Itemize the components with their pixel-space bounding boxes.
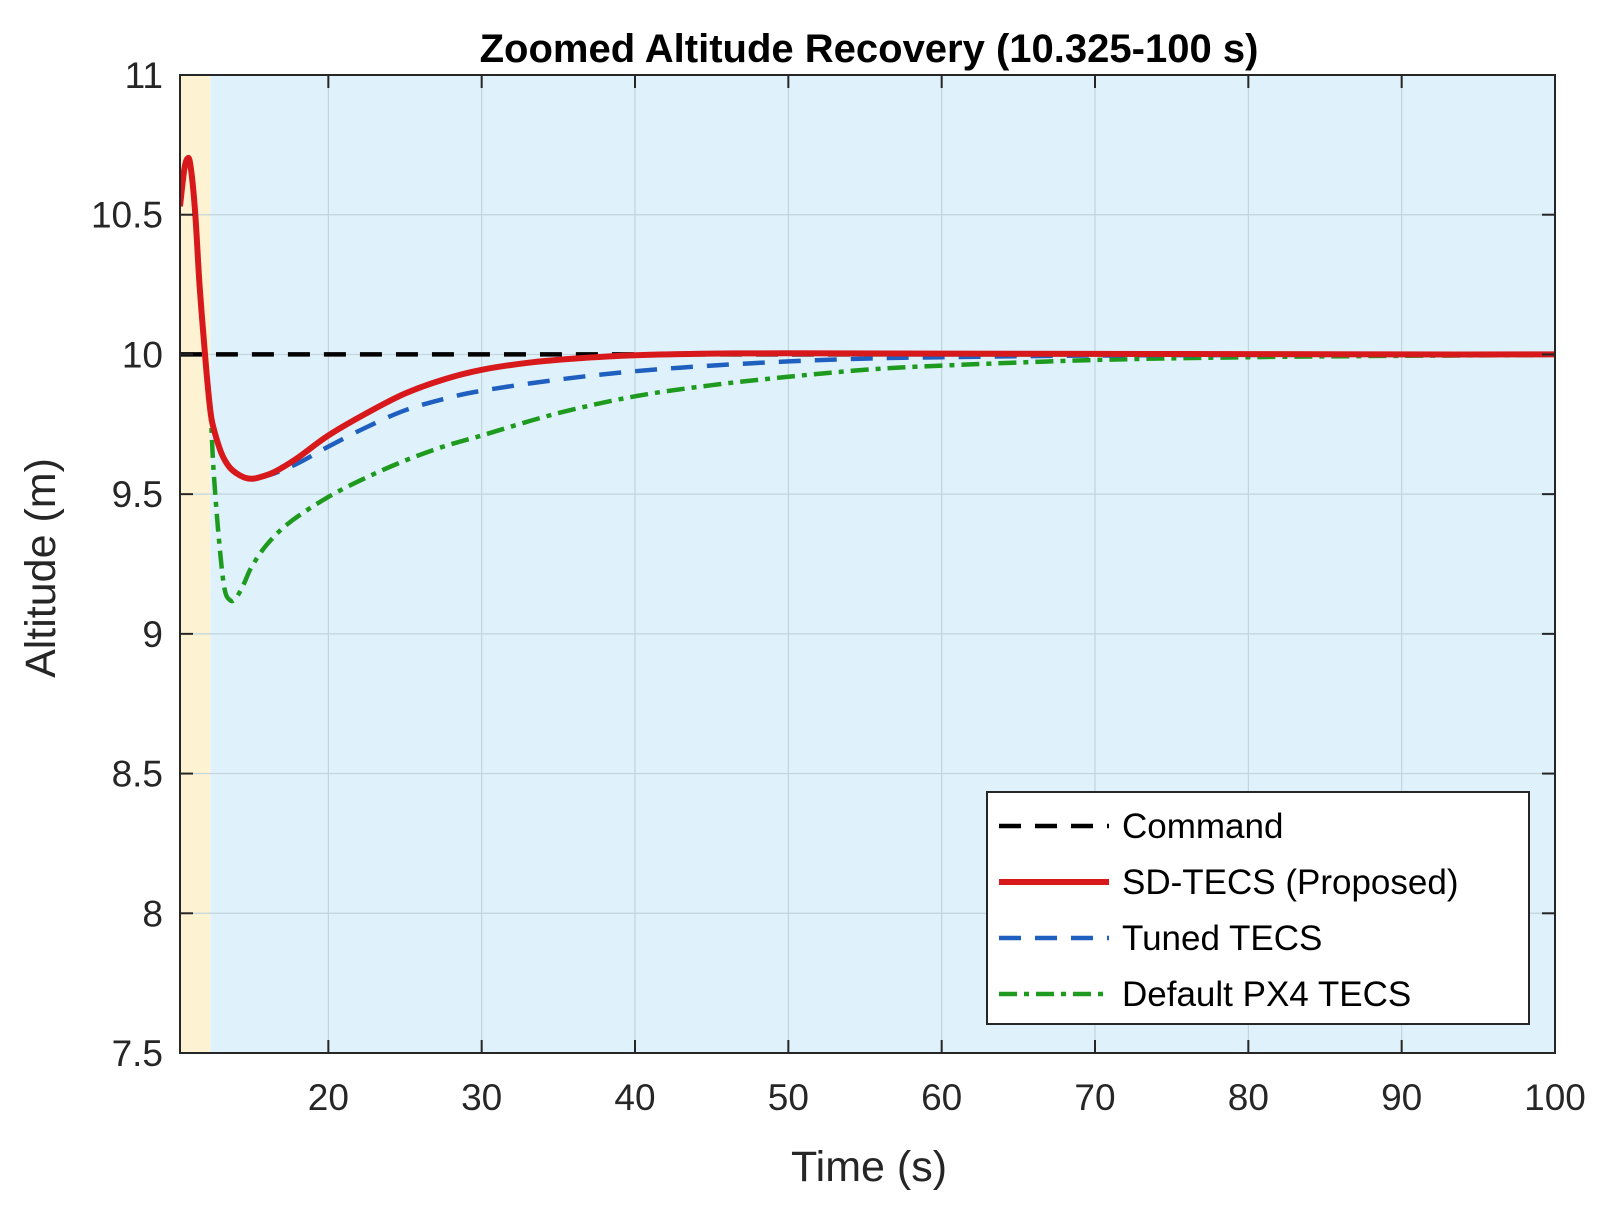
- y-tick-label: 10: [122, 334, 163, 375]
- x-tick-label: 50: [768, 1077, 809, 1118]
- x-tick-label: 40: [614, 1077, 655, 1118]
- plot-frame: [179, 74, 1556, 1054]
- x-tick-label: 20: [308, 1077, 349, 1118]
- chart-title: Zoomed Altitude Recovery (10.325-100 s): [480, 27, 1259, 71]
- legend-label: Default PX4 TECS: [1122, 975, 1411, 1014]
- x-tick-label: 90: [1381, 1077, 1422, 1118]
- y-axis-label: Altitude (m): [17, 458, 65, 678]
- x-tick-label: 60: [921, 1077, 962, 1118]
- x-tick-label: 70: [1074, 1077, 1115, 1118]
- y-tick-label: 7.5: [112, 1033, 163, 1074]
- x-tick-label: 30: [461, 1077, 502, 1118]
- x-tick-label: 80: [1228, 1077, 1269, 1118]
- legend: Command SD-TECS (Proposed) Tuned TECS Defau…: [986, 791, 1530, 1025]
- y-tick-label: 11: [125, 55, 163, 96]
- y-tick-label: 9: [142, 614, 163, 655]
- legend-label: SD-TECS (Proposed): [1122, 863, 1458, 902]
- y-tick-label: 8: [142, 893, 163, 934]
- y-tick-label: 9.5: [112, 474, 163, 515]
- y-tick-label: 10.5: [91, 195, 163, 236]
- series-line-default-px4-tecs: [180, 155, 1555, 604]
- x-tick-label: 100: [1524, 1077, 1586, 1118]
- x-axis-label: Time (s): [791, 1143, 947, 1191]
- series-line-sd-tecs-proposed: [180, 154, 1555, 482]
- legend-label: Tuned TECS: [1122, 919, 1322, 958]
- legend-box: [986, 791, 1530, 1025]
- y-tick-label: 8.5: [112, 754, 163, 795]
- legend-label: Command: [1122, 807, 1283, 846]
